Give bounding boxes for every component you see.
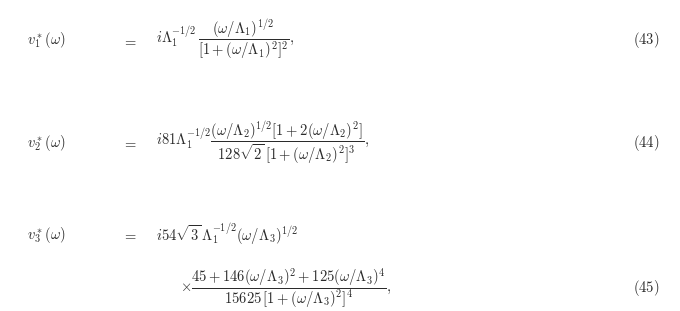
- Text: $=$: $=$: [122, 136, 137, 151]
- Text: $i\Lambda_1^{-1/2}\,\dfrac{(\omega/\Lambda_1)^{1/2}}{[1+(\omega/\Lambda_1)^2]^2}: $i\Lambda_1^{-1/2}\,\dfrac{(\omega/\Lamb…: [156, 18, 295, 63]
- Text: $(43)$: $(43)$: [633, 30, 660, 50]
- Text: $v_2^*(\omega)$: $v_2^*(\omega)$: [27, 133, 66, 153]
- Text: $(44)$: $(44)$: [633, 133, 660, 153]
- Text: $\times\dfrac{45+146(\omega/\Lambda_3)^2+125(\omega/\Lambda_3)^4}{15625\,[1+(\om: $\times\dfrac{45+146(\omega/\Lambda_3)^2…: [180, 266, 392, 309]
- Text: $=$: $=$: [122, 33, 137, 48]
- Text: $v_1^*(\omega)$: $v_1^*(\omega)$: [27, 30, 66, 50]
- Text: $v_3^*(\omega)$: $v_3^*(\omega)$: [27, 225, 66, 245]
- Text: $i54\sqrt{3}\,\Lambda_1^{-1/2}(\omega/\Lambda_3)^{1/2}$: $i54\sqrt{3}\,\Lambda_1^{-1/2}(\omega/\L…: [156, 222, 299, 248]
- Text: $i81\Lambda_1^{-1/2}\dfrac{(\omega/\Lambda_2)^{1/2}[1+2(\omega/\Lambda_2)^2]}{12: $i81\Lambda_1^{-1/2}\dfrac{(\omega/\Lamb…: [156, 120, 369, 166]
- Text: $=$: $=$: [122, 227, 137, 242]
- Text: $(45)$: $(45)$: [633, 278, 660, 298]
